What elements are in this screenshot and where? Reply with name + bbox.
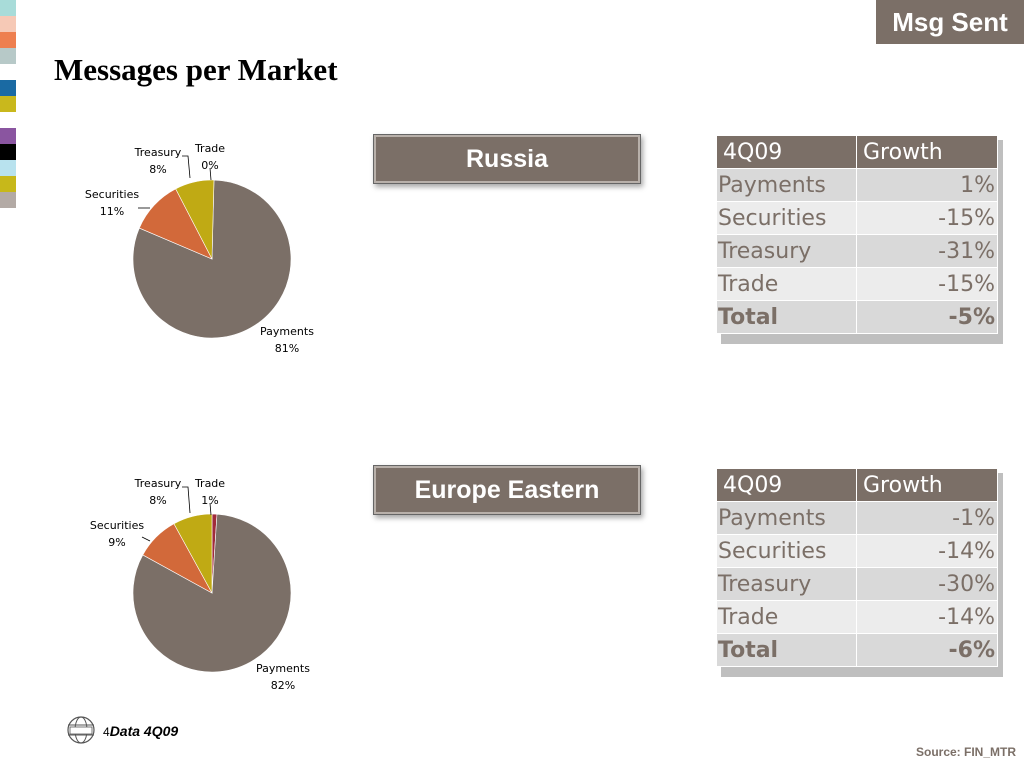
header-period: 4Q09 xyxy=(716,135,857,169)
page-title: Messages per Market xyxy=(54,52,338,87)
row-category: Securities xyxy=(716,534,857,568)
row-growth-value: 1% xyxy=(856,168,998,202)
row-category: Trade xyxy=(716,267,857,301)
leader-line-securities xyxy=(141,536,151,542)
table-total-row: Total -5% xyxy=(716,300,998,334)
growth-table-russia: 4Q09 Growth Payments 1% Securities -15% … xyxy=(716,135,998,334)
color-stripe xyxy=(0,144,16,160)
header-growth: Growth xyxy=(856,468,998,502)
color-stripe xyxy=(0,48,16,64)
pie-value-payments: 81% xyxy=(275,342,299,355)
pie-value-payments: 82% xyxy=(271,679,295,692)
pie-label-payments: Payments xyxy=(260,325,314,338)
footer-note: 4Data 4Q09 xyxy=(103,723,178,739)
row-growth-value: -14% xyxy=(856,600,998,634)
pie-value-trade: 1% xyxy=(201,494,218,507)
pie-label-treasury: Treasury xyxy=(134,477,182,490)
color-stripe xyxy=(0,96,16,112)
table-header-row: 4Q09 Growth xyxy=(716,468,998,502)
pie-value-treasury: 8% xyxy=(149,163,166,176)
leader-line-trade xyxy=(209,502,212,516)
row-growth-value: -1% xyxy=(856,501,998,535)
pie-value-securities: 11% xyxy=(100,205,124,218)
row-category: Trade xyxy=(716,600,857,634)
pie-label-securities: Securities xyxy=(85,188,139,201)
pie-value-trade: 0% xyxy=(201,159,218,172)
leader-line-treasury xyxy=(182,486,191,514)
pie-label-trade: Trade xyxy=(194,142,225,155)
leader-line-trade xyxy=(209,167,212,181)
row-category: Treasury xyxy=(716,234,857,268)
pie-slice-treasury xyxy=(175,179,215,260)
table-row: Securities -14% xyxy=(716,534,998,568)
color-stripe xyxy=(0,192,16,208)
color-stripe xyxy=(0,128,16,144)
region-russia-button[interactable]: Russia xyxy=(376,137,638,181)
color-stripe xyxy=(0,0,16,16)
color-stripe xyxy=(0,32,16,48)
total-label: Total xyxy=(716,300,857,334)
row-growth-value: -30% xyxy=(856,567,998,601)
row-category: Securities xyxy=(716,201,857,235)
color-stripe xyxy=(0,160,16,176)
row-growth-value: -14% xyxy=(856,534,998,568)
table-row: Treasury -31% xyxy=(716,234,998,268)
data-period-note: Data 4Q09 xyxy=(109,723,179,739)
pie-label-trade: Trade xyxy=(194,477,225,490)
pie-chart-russia: Payments 81% Securities 11% Treasury 8% Trade 0… xyxy=(85,142,314,355)
pie-slice-treasury xyxy=(173,513,213,594)
color-stripe xyxy=(0,64,16,80)
table-row: Securities -15% xyxy=(716,201,998,235)
swift-logo-icon xyxy=(67,716,95,744)
pie-value-securities: 9% xyxy=(108,536,125,549)
table-header-row: 4Q09 Growth xyxy=(716,135,998,169)
leader-line-treasury xyxy=(182,155,191,179)
total-growth-value: -6% xyxy=(856,633,998,667)
msg-sent-badge: Msg Sent xyxy=(876,0,1024,44)
pie-value-treasury: 8% xyxy=(149,494,166,507)
table-row: Payments -1% xyxy=(716,501,998,535)
table-total-row: Total -6% xyxy=(716,633,998,667)
row-category: Payments xyxy=(716,168,857,202)
pie-label-treasury: Treasury xyxy=(134,146,182,159)
color-stripe-bar xyxy=(0,0,16,208)
table-row: Trade -15% xyxy=(716,267,998,301)
pie-chart-europe-eastern: Payments 82% Securities 9% Treasury 8% Trade 1% xyxy=(90,477,310,692)
row-growth-value: -15% xyxy=(856,267,998,301)
color-stripe xyxy=(0,112,16,128)
row-growth-value: -31% xyxy=(856,234,998,268)
pie-label-payments: Payments xyxy=(256,662,310,675)
page-number: 4 xyxy=(103,725,110,739)
source-note: Source: FIN_MTR xyxy=(915,745,1016,759)
total-growth-value: -5% xyxy=(856,300,998,334)
color-stripe xyxy=(0,80,16,96)
table-row: Treasury -30% xyxy=(716,567,998,601)
region-europe-eastern-button[interactable]: Europe Eastern xyxy=(376,468,638,512)
total-label: Total xyxy=(716,633,857,667)
row-growth-value: -15% xyxy=(856,201,998,235)
color-stripe xyxy=(0,176,16,192)
table-row: Payments 1% xyxy=(716,168,998,202)
color-stripe xyxy=(0,16,16,32)
pie-label-securities: Securities xyxy=(90,519,144,532)
header-growth: Growth xyxy=(856,135,998,169)
header-period: 4Q09 xyxy=(716,468,857,502)
row-category: Treasury xyxy=(716,567,857,601)
table-row: Trade -14% xyxy=(716,600,998,634)
growth-table-europe-eastern: 4Q09 Growth Payments -1% Securities -14%… xyxy=(716,468,998,667)
row-category: Payments xyxy=(716,501,857,535)
